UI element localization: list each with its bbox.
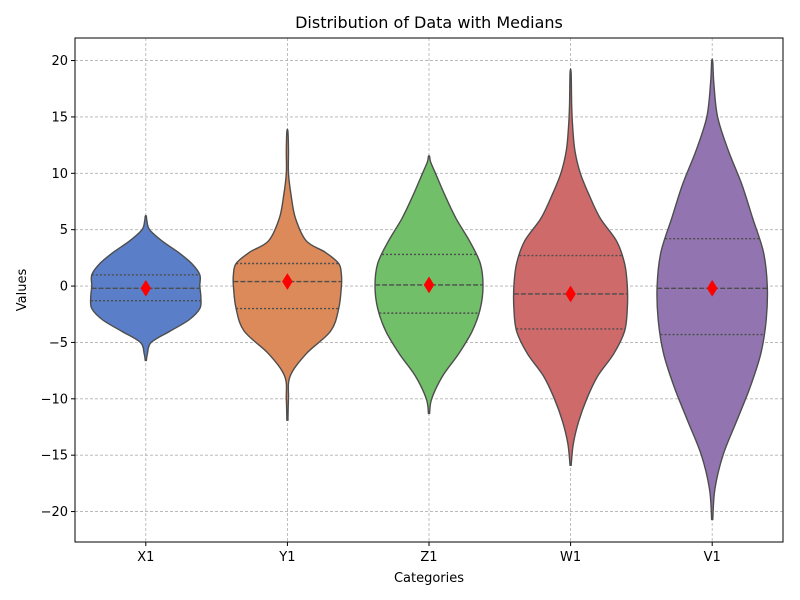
x-tick-label-z1: Z1 bbox=[420, 550, 437, 565]
median-marker-y1 bbox=[282, 273, 293, 291]
y-tick-label: −5 bbox=[49, 336, 68, 351]
x-tick-label-x1: X1 bbox=[137, 550, 154, 565]
median-marker-x1 bbox=[140, 279, 152, 297]
y-axis-label: Values bbox=[15, 269, 30, 312]
y-tick-label: −15 bbox=[41, 449, 68, 464]
median-marker-v1 bbox=[706, 279, 718, 297]
axes-layer: −20 −15 −10 −5 0 5 10 15 20 X1 Y1 Z1 W1 V1 bbox=[41, 37, 784, 565]
y-tick-label: 5 bbox=[60, 223, 68, 238]
x-tick-label-y1: Y1 bbox=[278, 550, 295, 565]
violin-w1 bbox=[512, 68, 629, 467]
y-tick-label: 0 bbox=[60, 280, 68, 295]
y-tick-label: 20 bbox=[51, 54, 68, 69]
y-tick-label: 10 bbox=[51, 167, 68, 182]
plot-frame bbox=[74, 37, 784, 543]
chart-title: Distribution of Data with Medians bbox=[295, 13, 563, 32]
y-tick-label: 15 bbox=[51, 110, 68, 125]
violins-layer bbox=[89, 58, 769, 521]
x-tick-label-w1: W1 bbox=[560, 550, 581, 565]
y-tick-label: −20 bbox=[41, 505, 68, 520]
y-tick-label: −10 bbox=[41, 392, 68, 407]
median-marker-w1 bbox=[565, 285, 576, 303]
median-marker-z1 bbox=[423, 276, 435, 294]
x-tick-label-v1: V1 bbox=[704, 550, 721, 565]
x-axis-label: Categories bbox=[394, 571, 464, 586]
